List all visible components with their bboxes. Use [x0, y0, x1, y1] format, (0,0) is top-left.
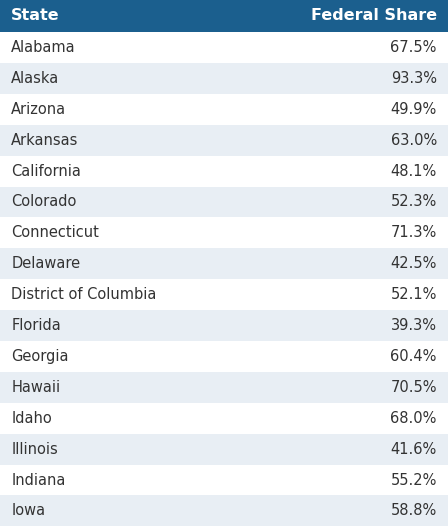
Text: Alabama: Alabama [11, 40, 76, 55]
Text: 93.3%: 93.3% [391, 71, 437, 86]
Text: 52.3%: 52.3% [391, 195, 437, 209]
FancyBboxPatch shape [0, 464, 448, 495]
Text: Florida: Florida [11, 318, 61, 333]
FancyBboxPatch shape [0, 341, 448, 372]
Text: Indiana: Indiana [11, 472, 65, 488]
FancyBboxPatch shape [0, 310, 448, 341]
Text: 71.3%: 71.3% [391, 225, 437, 240]
Text: 48.1%: 48.1% [391, 164, 437, 178]
Text: Iowa: Iowa [11, 503, 45, 519]
FancyBboxPatch shape [0, 217, 448, 248]
Text: 49.9%: 49.9% [391, 102, 437, 117]
Text: Idaho: Idaho [11, 411, 52, 426]
Text: California: California [11, 164, 81, 178]
Text: 55.2%: 55.2% [390, 472, 437, 488]
FancyBboxPatch shape [0, 248, 448, 279]
Text: 70.5%: 70.5% [390, 380, 437, 395]
FancyBboxPatch shape [0, 495, 448, 526]
Text: District of Columbia: District of Columbia [11, 287, 156, 302]
Text: Georgia: Georgia [11, 349, 69, 364]
FancyBboxPatch shape [0, 372, 448, 403]
Text: 67.5%: 67.5% [390, 40, 437, 55]
Text: 42.5%: 42.5% [390, 256, 437, 271]
Text: 63.0%: 63.0% [391, 133, 437, 148]
Text: Colorado: Colorado [11, 195, 77, 209]
FancyBboxPatch shape [0, 32, 448, 63]
Text: State: State [11, 8, 60, 24]
Text: Connecticut: Connecticut [11, 225, 99, 240]
FancyBboxPatch shape [0, 434, 448, 464]
Text: 58.8%: 58.8% [391, 503, 437, 519]
Text: 39.3%: 39.3% [391, 318, 437, 333]
Text: Hawaii: Hawaii [11, 380, 60, 395]
FancyBboxPatch shape [0, 0, 448, 32]
Text: 60.4%: 60.4% [390, 349, 437, 364]
Text: Illinois: Illinois [11, 442, 58, 457]
FancyBboxPatch shape [0, 187, 448, 217]
Text: Delaware: Delaware [11, 256, 80, 271]
Text: Arizona: Arizona [11, 102, 66, 117]
FancyBboxPatch shape [0, 63, 448, 94]
Text: 68.0%: 68.0% [390, 411, 437, 426]
Text: 41.6%: 41.6% [391, 442, 437, 457]
FancyBboxPatch shape [0, 94, 448, 125]
FancyBboxPatch shape [0, 279, 448, 310]
FancyBboxPatch shape [0, 403, 448, 434]
Text: 52.1%: 52.1% [390, 287, 437, 302]
Text: Alaska: Alaska [11, 71, 60, 86]
Text: Arkansas: Arkansas [11, 133, 78, 148]
FancyBboxPatch shape [0, 156, 448, 187]
Text: Federal Share: Federal Share [310, 8, 437, 24]
FancyBboxPatch shape [0, 125, 448, 156]
